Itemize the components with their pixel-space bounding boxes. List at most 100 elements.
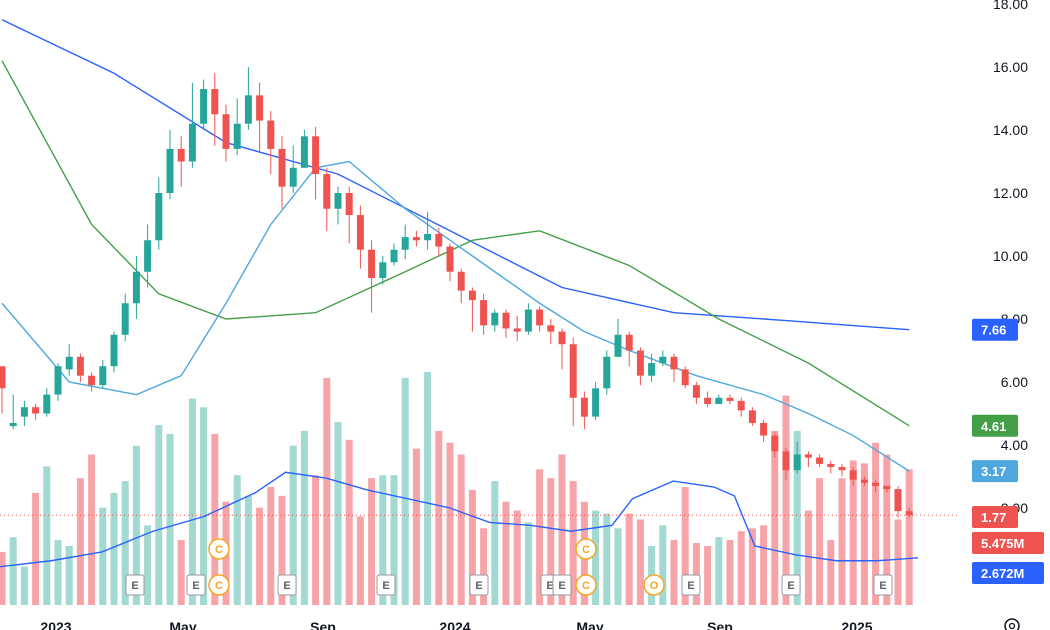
candle-body [793, 454, 801, 471]
volume-bar [54, 540, 62, 605]
candle-body [132, 271, 140, 304]
volume-bar [312, 475, 320, 605]
volume-bar [782, 395, 790, 605]
candle-body [692, 385, 700, 398]
volume-bar [816, 478, 824, 605]
volume-bar [849, 460, 857, 605]
moving-average-line [1, 160, 910, 472]
dividend-marker [575, 538, 597, 560]
dividend-marker [643, 574, 665, 596]
volume-bar [177, 540, 185, 605]
candle-body [9, 422, 17, 427]
volume-bar [110, 492, 118, 605]
volume-bar [144, 525, 152, 605]
candle-body [32, 407, 40, 414]
value-label-box [972, 460, 1018, 483]
x-tick-label: 2024 [439, 619, 470, 630]
candle-body [20, 407, 28, 417]
candle-body [804, 454, 812, 458]
price-axis: 18.0016.0014.0012.0010.008.006.004.002.0… [993, 0, 1028, 516]
earnings-marker-label: E [475, 580, 482, 592]
candle-body [457, 271, 465, 291]
volume-bar [625, 513, 633, 605]
value-label-text: 3.17 [981, 464, 1006, 479]
earnings-marker-label: E [131, 580, 138, 592]
earnings-marker-label: E [283, 580, 290, 592]
volume-ma-line [0, 471, 919, 568]
candle-body [278, 148, 286, 187]
volume-bar [99, 507, 107, 605]
volume-bar [715, 537, 723, 605]
volume-bar [468, 489, 476, 605]
candle-body [88, 375, 96, 386]
candlesticks [0, 67, 913, 518]
candle-body [513, 328, 521, 332]
value-label-text: 7.66 [981, 323, 1006, 338]
volume-bar [65, 546, 73, 605]
volume-bar [748, 528, 756, 605]
earnings-marker [376, 574, 396, 596]
volume-bar [883, 454, 891, 605]
candle-body [782, 451, 790, 471]
candle-body [267, 120, 275, 149]
dividend-marker [575, 574, 597, 596]
axis-value-labels: 7.66 4.61 3.17 1.77 5.475M 2.672M [972, 318, 1044, 584]
candle-body [648, 363, 656, 376]
moving-averages [0, 19, 960, 516]
value-label-text: 1.77 [981, 510, 1006, 525]
volume-bar [513, 510, 521, 605]
earnings-marker [186, 574, 206, 596]
moving-average-line [1, 60, 910, 427]
candle-body [166, 148, 174, 193]
y-tick-label: 6.00 [1001, 374, 1028, 390]
candle-body [860, 479, 868, 483]
dividend-marker [208, 538, 230, 560]
candle-body [233, 123, 241, 149]
volume-bar [244, 495, 252, 605]
volume-bar [491, 481, 499, 605]
volume-bar [300, 430, 308, 605]
value-label-text: 5.475M [981, 536, 1024, 551]
volume-bar [278, 495, 286, 605]
candle-body [849, 470, 857, 480]
earnings-marker [781, 574, 801, 596]
candle-body [401, 237, 409, 250]
volume-bar [211, 433, 219, 605]
volume-bar [446, 442, 454, 605]
candle-body [636, 350, 644, 376]
volume-bar [155, 425, 163, 605]
candle-body [356, 215, 364, 250]
volume-bar [771, 430, 779, 605]
earnings-marker-label: E [879, 580, 886, 592]
volume-bar [256, 507, 264, 605]
candle-body [771, 435, 779, 452]
settings-gear-icon[interactable] [1004, 618, 1020, 630]
volume-bar [323, 377, 331, 605]
volume-bar [760, 525, 768, 605]
volume-bar [188, 398, 196, 605]
volume-bar [704, 546, 712, 605]
candle-body [569, 344, 577, 398]
volume-bar [659, 525, 667, 605]
volume-bar [592, 510, 600, 605]
earnings-marker [125, 574, 145, 596]
earnings-marker-label: E [558, 580, 565, 592]
candle-body [670, 356, 678, 370]
candle-body [188, 123, 196, 162]
volume-bar [804, 510, 812, 605]
volume-bar [737, 531, 745, 605]
volume-bar [412, 448, 420, 605]
x-tick-label: 2023 [40, 619, 71, 630]
x-tick-label: Sep [707, 619, 733, 630]
volume-bar [200, 407, 208, 605]
volume-bar [692, 543, 700, 605]
earnings-marker [277, 574, 297, 596]
candle-body [54, 366, 62, 395]
candle-body [435, 233, 443, 247]
dividend-marker-label: C [215, 580, 223, 592]
candle-body [345, 193, 353, 216]
candle-body [65, 356, 73, 370]
earnings-marker-label: E [382, 580, 389, 592]
volume-bar [267, 487, 275, 605]
